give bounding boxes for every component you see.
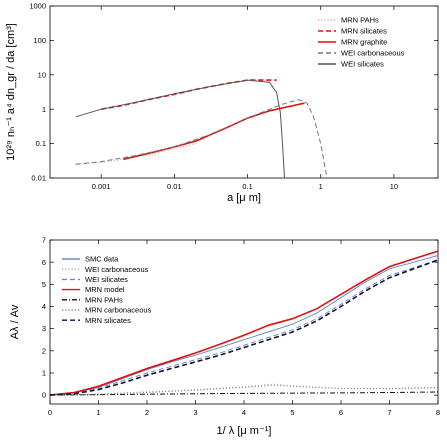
x-tick-label: 10: [390, 182, 398, 191]
y-tick-label: 1000: [29, 2, 46, 11]
legend-label: WEI silicates: [85, 275, 128, 284]
y-tick-label: 0.1: [36, 139, 46, 148]
series-line-wei-silicates: [75, 79, 285, 178]
top-plot-frame: [49, 5, 439, 179]
top-ticks: 0.001 0.01 0.1 1 10 0.01 0.1 1 10 100 1000: [29, 2, 438, 191]
bottom-y-axis-label: Aλ / Av: [9, 304, 21, 339]
series-line-mrn-silicates: [50, 259, 438, 396]
y-tick-label: 7: [42, 236, 46, 245]
x-tick-label: 3: [193, 408, 197, 417]
legend-label: SMC data: [85, 255, 119, 264]
x-tick-label: 0.1: [242, 182, 252, 191]
legend-label: MRN PAHs: [341, 16, 379, 25]
x-tick-label: 1: [96, 408, 100, 417]
bottom-ticks: 0 1 2 3 4 5 6 7 8 0 1 2 3 4 5 6 7: [42, 236, 440, 417]
legend-label: MRN graphite: [341, 38, 387, 47]
x-tick-label: 0: [48, 408, 52, 417]
legend-label: WEI carbonaceous: [341, 49, 405, 58]
y-tick-label: 2: [42, 346, 46, 355]
y-tick-label: 1: [42, 369, 46, 378]
legend-label: MRN PAHs: [85, 295, 123, 304]
x-tick-label: 6: [339, 408, 343, 417]
series-line-wei-silicates: [50, 259, 438, 396]
series-line-smc-data: [50, 255, 438, 396]
legend-label: MRN model: [85, 285, 125, 294]
series-line-wei-carbonaceous: [50, 383, 438, 396]
y-tick-label: 4: [42, 302, 46, 311]
top-series: [75, 79, 327, 178]
bottom-series: [50, 250, 438, 396]
x-tick-label: 5: [290, 408, 294, 417]
legend-label: WEI carbonaceous: [85, 265, 149, 274]
series-line-mrn-silicates: [101, 79, 277, 110]
series-line-mrn-graphite: [123, 102, 305, 161]
y-tick-label: 10: [38, 70, 46, 79]
series-line-mrn-model: [50, 250, 438, 396]
y-tick-label: 5: [42, 280, 46, 289]
y-tick-label: 6: [42, 258, 46, 267]
x-tick-label: 0.001: [92, 182, 111, 191]
y-tick-label: 3: [42, 324, 46, 333]
x-tick-label: 7: [387, 408, 391, 417]
legend-label: MRN silicates: [85, 316, 131, 325]
legend-label: WEI silicates: [341, 60, 384, 69]
top-chart: 0.001 0.01 0.1 1 10 0.01 0.1 1 10 100 1000 MRN PAH…: [5, 2, 439, 204]
legend-label: MRN carbonaceous: [85, 306, 152, 315]
x-tick-label: 2: [145, 408, 149, 417]
y-tick-label: 0.01: [31, 174, 46, 183]
x-tick-label: 1: [319, 182, 323, 191]
x-tick-label: 4: [242, 408, 246, 417]
y-tick-label: 0: [42, 391, 46, 400]
x-tick-label: 8: [436, 408, 440, 417]
series-line-wei-carbonaceous: [75, 99, 327, 176]
legend-label: MRN silicates: [341, 27, 387, 36]
series-line-mrn-pahs: [50, 391, 438, 396]
y-tick-label: 100: [33, 36, 46, 45]
top-x-axis-label: a [μ m]: [227, 192, 261, 204]
top-legend: MRN PAHs MRN silicates MRN graphite WEI car…: [318, 16, 405, 69]
series-line-mrn-carbonaceous: [50, 384, 438, 396]
x-tick-label: 0.01: [167, 182, 182, 191]
bottom-x-axis-label: 1/ λ [μ m⁻¹]: [217, 425, 272, 437]
y-tick-label: 1: [42, 105, 46, 114]
top-y-axis-label: 10²⁹ nₕ⁻¹ a⁴ dn_gr / da [cm³]: [5, 23, 17, 161]
series-line-mrn-pahs: [75, 143, 197, 165]
